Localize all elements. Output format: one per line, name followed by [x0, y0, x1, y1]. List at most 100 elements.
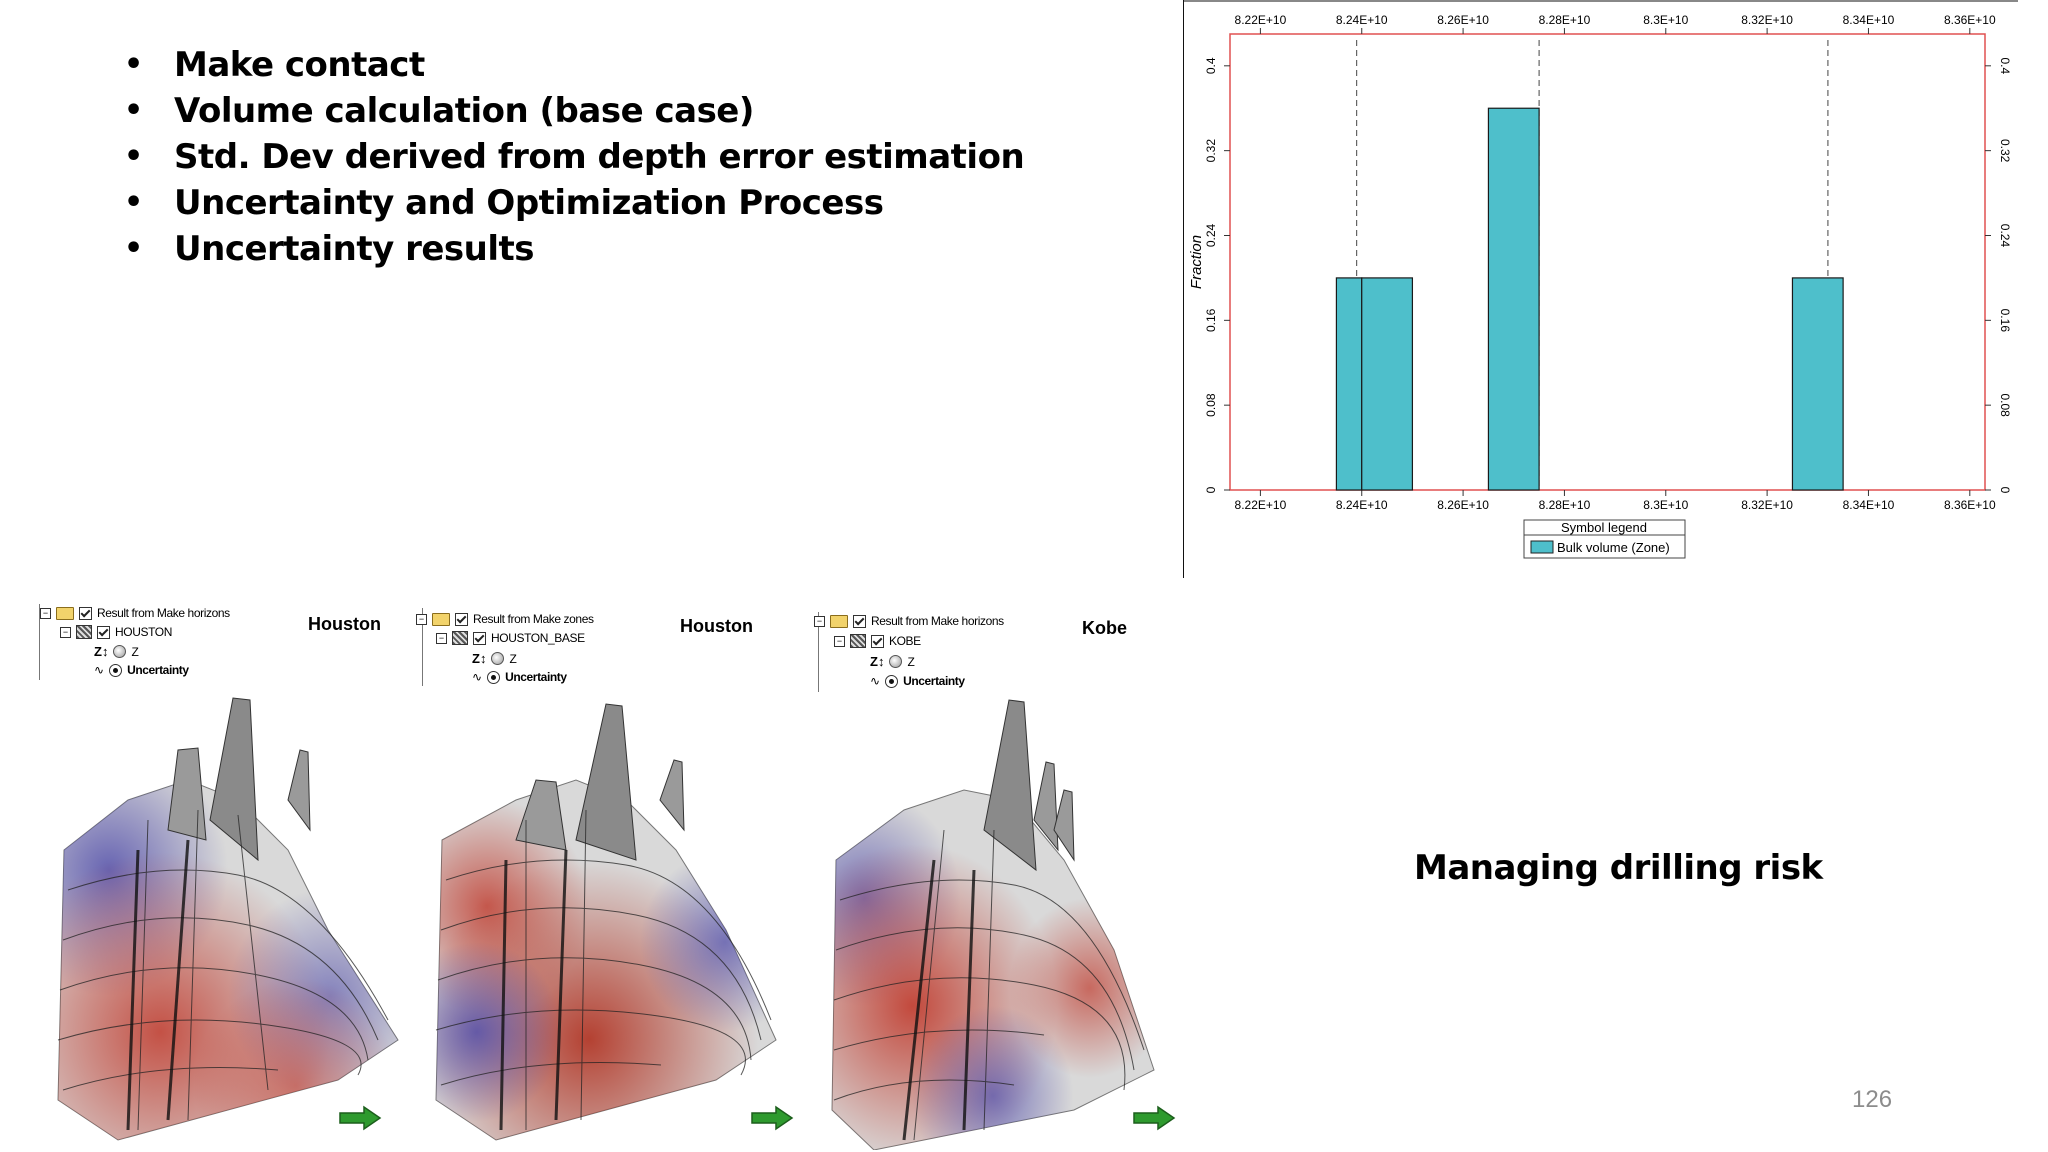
legend-entry: Bulk volume (Zone) [1557, 540, 1670, 555]
collapse-icon[interactable]: − [814, 615, 825, 627]
histogram-bar [1335, 277, 1363, 491]
viewer-houston: − Result from Make horizons − HOUSTON Z↕… [38, 600, 408, 1152]
x-tick-label: 8.24E+10 [1336, 13, 1388, 27]
collapse-icon[interactable]: − [60, 626, 71, 638]
surface-render[interactable] [38, 690, 408, 1150]
attribute-z-label[interactable]: Z [907, 654, 915, 669]
green-arrow-icon[interactable] [338, 1105, 382, 1131]
surface-render[interactable] [416, 690, 786, 1150]
collapse-icon[interactable]: − [834, 635, 845, 647]
y-tick-label: 0.16 [1998, 309, 2012, 333]
x-tick-label: 8.24E+10 [1336, 498, 1388, 512]
peak [983, 699, 1037, 872]
globe-icon [113, 645, 127, 658]
collapse-icon[interactable]: − [40, 607, 51, 619]
y-tick-label: 0.24 [1204, 223, 1218, 247]
x-tick-label: 8.34E+10 [1843, 13, 1895, 27]
peak [209, 697, 259, 862]
viewer-name: Kobe [1082, 618, 1127, 638]
y-tick-label: 0 [1998, 487, 2012, 494]
viewer-name: Houston [308, 614, 381, 634]
histogram-chart: 8.22E+10 8.24E+10 8.26E+10 8.28E+10 8.3E+10 8… [1182, 0, 2048, 580]
z-axis-icon: Z↕ [870, 654, 885, 669]
radio-button[interactable] [487, 670, 501, 684]
peak [1053, 789, 1075, 862]
attribute-uncertainty-label[interactable]: Uncertainty [505, 670, 567, 684]
collapse-icon[interactable]: − [436, 632, 447, 644]
x-tick-label: 8.28E+10 [1539, 13, 1591, 27]
tree-root-label[interactable]: Result from Make zones [473, 612, 594, 626]
folder-icon [56, 606, 74, 620]
folder-icon [830, 614, 848, 628]
bullet-list: Make contact Volume calculation (base ca… [120, 42, 1025, 272]
radio-button[interactable] [109, 663, 123, 677]
legend-title: Symbol legend [1561, 520, 1647, 535]
attribute-uncertainty-label[interactable]: Uncertainty [127, 663, 189, 677]
checkbox[interactable] [455, 612, 468, 626]
radio-button[interactable] [885, 674, 899, 688]
checkbox[interactable] [79, 606, 92, 620]
attribute-z-label[interactable]: Z [131, 644, 139, 659]
x-tick-label: 8.26E+10 [1437, 13, 1489, 27]
bullet-item: Uncertainty results [120, 226, 1024, 272]
surface-render[interactable] [814, 690, 1184, 1150]
peak [287, 749, 311, 832]
attribute-uncertainty-label[interactable]: Uncertainty [903, 674, 965, 688]
y-axis-label: Fraction [1188, 235, 1205, 289]
tree-root-label[interactable]: Result from Make horizons [97, 606, 230, 620]
x-tick-label: 8.22E+10 [1235, 498, 1287, 512]
tree-surface-label[interactable]: HOUSTON_BASE [491, 631, 585, 645]
tree-surface-label[interactable]: KOBE [889, 634, 921, 648]
wave-icon: ∿ [472, 670, 483, 684]
x-tick-label: 8.32E+10 [1741, 13, 1793, 27]
green-arrow-icon[interactable] [750, 1105, 794, 1131]
viewer-name: Houston [680, 616, 753, 636]
y-tick-label: 0.08 [1998, 393, 2012, 417]
y-tick-label: 0 [1204, 486, 1218, 493]
checkbox[interactable] [853, 614, 866, 628]
checkbox[interactable] [473, 631, 486, 645]
checkbox[interactable] [97, 625, 110, 639]
x-ticks-bottom: 8.22E+10 8.24E+10 8.26E+10 8.28E+10 8.3E+10 8… [1235, 490, 1996, 512]
collapse-icon[interactable]: − [416, 613, 427, 625]
page-number: 126 [1852, 1086, 1893, 1113]
tree-root-label[interactable]: Result from Make horizons [871, 614, 1004, 628]
y-tick-label: 0.4 [1998, 57, 2012, 74]
legend-swatch [1530, 540, 1554, 554]
globe-icon [491, 652, 505, 665]
checkbox[interactable] [871, 634, 884, 648]
globe-icon [889, 655, 903, 668]
panel-title: Managing drilling risk [1414, 848, 1823, 888]
x-tick-label: 8.28E+10 [1539, 498, 1591, 512]
legend: Symbol legend Bulk volume (Zone) [1523, 519, 1686, 559]
viewer-kobe: − Result from Make horizons − KOBE Z↕ Z … [814, 600, 1184, 1152]
attribute-z-label[interactable]: Z [509, 651, 517, 666]
x-tick-label: 8.3E+10 [1643, 498, 1688, 512]
histogram-svg: 8.22E+10 8.24E+10 8.26E+10 8.28E+10 8.3E+10 8… [1182, 0, 2018, 578]
z-axis-icon: Z↕ [94, 644, 109, 659]
histogram-bar [1361, 277, 1414, 491]
x-tick-label: 8.34E+10 [1843, 498, 1895, 512]
plot-frame [1229, 33, 1986, 491]
z-axis-icon: Z↕ [472, 651, 487, 666]
x-tick-label: 8.26E+10 [1437, 498, 1489, 512]
peak [575, 703, 637, 861]
folder-icon [432, 612, 450, 626]
green-arrow-icon[interactable] [1132, 1105, 1176, 1131]
tree-surface-label[interactable]: HOUSTON [115, 625, 172, 639]
y-tick-label: 0.32 [1204, 139, 1218, 163]
y-ticks-right: 0 0.08 0.16 0.24 0.32 0.4 [1985, 57, 2012, 494]
y-tick-label: 0.24 [1998, 224, 2012, 248]
y-tick-label: 0.08 [1204, 393, 1218, 417]
bullet-item: Std. Dev derived from depth error estima… [120, 134, 1025, 180]
viewer-houston-base: − Result from Make zones − HOUSTON_BASE … [416, 600, 794, 1152]
x-ticks-top: 8.22E+10 8.24E+10 8.26E+10 8.28E+10 8.3E+10 8… [1235, 13, 1996, 34]
legend-box [1523, 519, 1686, 559]
surface-icon [76, 625, 92, 639]
x-tick-label: 8.22E+10 [1235, 13, 1287, 27]
x-tick-label: 8.36E+10 [1944, 13, 1996, 27]
bullet-item: Uncertainty and Optimization Process [120, 180, 1024, 226]
peak [1033, 761, 1059, 852]
bullet-item: Volume calculation (base case) [120, 88, 1024, 134]
y-tick-label: 0.32 [1998, 139, 2012, 163]
